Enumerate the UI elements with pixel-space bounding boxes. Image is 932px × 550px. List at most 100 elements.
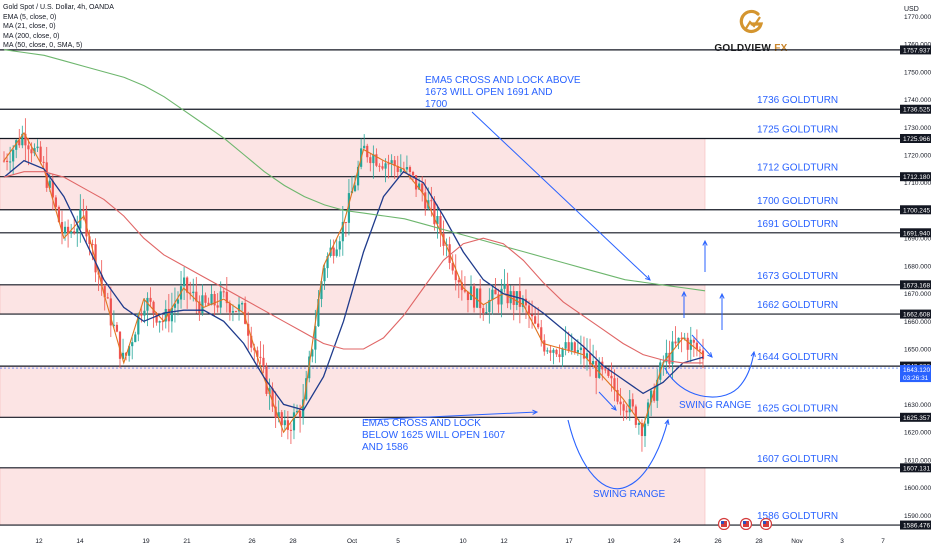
- candle-body: [106, 297, 109, 299]
- goldturn-label: 1700 GOLDTURN: [757, 196, 838, 207]
- candle-body: [240, 303, 244, 305]
- candle-body: [39, 146, 42, 162]
- candle-body: [152, 301, 155, 314]
- candle-body: [561, 348, 564, 357]
- candle-body: [491, 289, 494, 300]
- candle-body: [115, 324, 119, 332]
- flag-canton: [743, 521, 746, 524]
- current-price-countdown: 03:26:31: [903, 375, 929, 382]
- candle-body: [643, 423, 647, 437]
- candle-body: [494, 289, 497, 295]
- indicator-ma50-label[interactable]: MA (50, close, 0, SMA, 5): [3, 42, 83, 50]
- candle-body: [289, 429, 293, 431]
- candle-body: [176, 299, 180, 304]
- candle-body: [570, 342, 573, 351]
- price-badge: [900, 280, 931, 290]
- us-event-flag-icon[interactable]: [759, 517, 773, 531]
- price-tick-label: 1730.000: [904, 125, 931, 132]
- candle-body: [256, 350, 259, 357]
- price-badge-text: 1625.357: [903, 415, 930, 422]
- ma200-line[interactable]: [3, 49, 706, 292]
- candle-body: [607, 369, 610, 376]
- breakout-arrow-3-head: [719, 292, 725, 299]
- candle-body: [332, 247, 335, 256]
- swing-range-curve-bottom-head: [664, 418, 670, 425]
- candle-body: [228, 303, 231, 313]
- candle-body: [192, 291, 195, 294]
- price-tick-label: 1760.000: [904, 42, 931, 49]
- price-badge: [900, 228, 931, 238]
- candle-body: [42, 161, 45, 163]
- us-event-flag-icon[interactable]: [739, 517, 753, 531]
- goldturn-label: 1712 GOLDTURN: [757, 163, 838, 174]
- candle-body: [204, 295, 207, 303]
- price-axis[interactable]: [900, 0, 932, 550]
- candle-body: [576, 350, 579, 353]
- candle-body: [70, 231, 73, 234]
- goldturn-label: 1607 GOLDTURN: [757, 454, 838, 465]
- candle-body: [2, 160, 6, 162]
- time-axis[interactable]: [0, 530, 900, 550]
- annotation-arrow-to-low: [598, 391, 617, 411]
- candle-body: [540, 327, 543, 341]
- candle-body: [436, 216, 439, 225]
- candle-body: [79, 209, 82, 229]
- candle-body: [555, 349, 558, 355]
- candle-body: [653, 390, 656, 401]
- price-tick-label: 1590.000: [904, 513, 931, 520]
- candle-body: [579, 347, 583, 351]
- ma50-line[interactable]: [3, 171, 703, 364]
- goldturn-label: 1725 GOLDTURN: [757, 124, 838, 135]
- candle-body: [521, 298, 525, 307]
- price-badge-text: 1586.476: [903, 523, 930, 530]
- candle-body: [63, 226, 67, 234]
- indicator-ma200-label[interactable]: MA (200, close, 0): [3, 32, 60, 40]
- candle-body: [369, 157, 372, 164]
- ma21-line[interactable]: [3, 159, 704, 411]
- candle-body: [665, 352, 668, 363]
- ema5-line[interactable]: [3, 131, 704, 434]
- candle-body: [399, 168, 402, 172]
- candle-body: [393, 160, 396, 167]
- candle-body: [646, 402, 650, 424]
- candle-body: [567, 342, 570, 351]
- logo-wordmark: GOLDVIEW FX: [714, 43, 788, 54]
- candle-body: [21, 133, 24, 146]
- chart-legend: Gold Spot / U.S. Dollar, 4h, OANDA EMA (…: [3, 3, 114, 51]
- candle-body: [326, 255, 329, 269]
- candle-body: [198, 301, 201, 314]
- candle-body: [170, 307, 173, 322]
- candle-body: [225, 291, 228, 304]
- candle-body: [680, 337, 683, 339]
- candle-body: [280, 412, 283, 426]
- time-tick-label: 17: [565, 538, 573, 545]
- candle-body: [121, 352, 125, 359]
- candle-body: [613, 378, 616, 390]
- candle-body: [259, 356, 262, 358]
- candle-body: [216, 305, 219, 308]
- candle-body: [143, 310, 146, 316]
- candle-body: [378, 165, 381, 167]
- candle-body: [247, 323, 250, 336]
- indicator-ema5-label[interactable]: EMA (5, close, 0): [3, 13, 57, 21]
- candle-body: [237, 304, 241, 312]
- candle-body: [311, 349, 314, 357]
- candle-body: [503, 283, 506, 289]
- us-event-flag-icon[interactable]: [717, 517, 731, 531]
- candle-body: [518, 291, 521, 307]
- candle-body: [137, 313, 140, 335]
- price-tick-label: 1600.000: [904, 485, 931, 492]
- goldturn-label: 1673 GOLDTURN: [757, 271, 838, 282]
- price-tick-label: 1680.000: [904, 263, 931, 270]
- candle-body: [314, 326, 317, 350]
- candle-body: [372, 154, 375, 164]
- time-tick-label: 12: [500, 538, 508, 545]
- candle-body: [341, 221, 344, 242]
- indicator-ma21-label[interactable]: MA (21, close, 0): [3, 23, 56, 31]
- candle-body: [610, 375, 613, 379]
- candle-body: [454, 270, 457, 281]
- candle-body: [469, 286, 473, 301]
- price-tick-label: 1630.000: [904, 402, 931, 409]
- candle-body: [424, 192, 427, 209]
